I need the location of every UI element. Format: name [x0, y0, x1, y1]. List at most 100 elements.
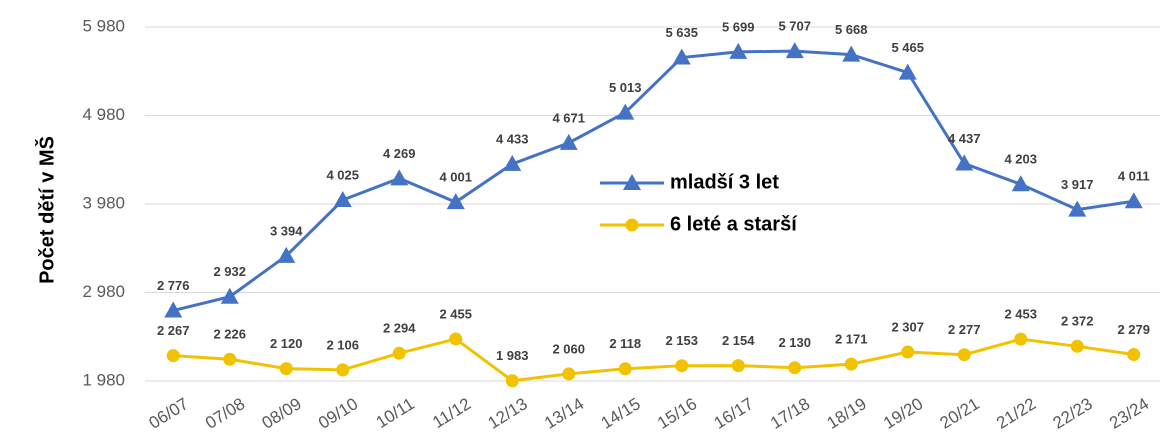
marker: [729, 42, 748, 59]
marker: [672, 48, 691, 65]
marker: [333, 191, 352, 208]
legend-marker: [623, 174, 641, 190]
legend-marker: [625, 218, 639, 232]
data-label: 4 671: [552, 110, 585, 125]
data-label: 2 294: [383, 321, 416, 336]
data-label: 2 106: [326, 337, 359, 352]
x-tick-label: 13/14: [541, 394, 587, 433]
data-label: 2 932: [213, 264, 246, 279]
data-label: 5 699: [722, 19, 755, 34]
data-label: 5 465: [891, 40, 924, 55]
marker: [562, 367, 576, 381]
x-tick-label: 16/17: [711, 394, 757, 433]
data-label: 4 203: [1004, 152, 1037, 167]
marker: [788, 361, 802, 375]
marker: [898, 63, 917, 80]
data-label: 2 267: [157, 323, 190, 338]
y-tick-label: 3 980: [82, 193, 125, 212]
data-label: 4 437: [948, 131, 981, 146]
x-tick-label: 11/12: [429, 394, 474, 432]
data-label: 5 013: [609, 80, 642, 95]
legend-label: mladší 3 let: [670, 171, 779, 193]
x-tick-label: 09/10: [315, 394, 361, 433]
marker: [842, 45, 861, 62]
marker: [279, 362, 293, 376]
y-tick-label: 1 980: [82, 370, 125, 389]
marker: [844, 357, 858, 371]
data-label: 3 394: [270, 223, 303, 238]
y-tick-label: 5 980: [82, 16, 125, 35]
data-label: 2 153: [665, 333, 698, 348]
data-label: 2 277: [948, 322, 981, 337]
data-label: 2 154: [722, 333, 755, 348]
marker: [223, 352, 237, 366]
x-tick-label: 17/18: [767, 394, 813, 433]
data-label: 2 118: [609, 336, 641, 351]
marker: [1070, 339, 1084, 353]
y-tick-label: 2 980: [82, 282, 125, 301]
marker: [446, 193, 465, 210]
x-tick-label: 06/07: [146, 394, 192, 433]
marker: [785, 42, 804, 59]
marker: [503, 154, 522, 171]
data-label: 2 060: [552, 341, 585, 356]
marker: [336, 363, 350, 377]
data-label: 2 279: [1117, 322, 1150, 337]
data-label: 4 011: [1118, 169, 1150, 184]
x-tick-label: 21/22: [993, 394, 1039, 433]
marker: [505, 374, 519, 388]
marker: [955, 154, 974, 171]
data-label: 4 025: [326, 167, 359, 182]
y-tick-label: 4 980: [82, 105, 125, 124]
data-label: 2 455: [439, 306, 472, 321]
x-tick-label: 07/08: [202, 394, 248, 433]
marker: [1127, 348, 1141, 362]
x-tick-label: 23/24: [1106, 394, 1152, 433]
data-label: 2 226: [213, 327, 246, 342]
data-label: 2 776: [157, 278, 190, 293]
marker: [1011, 175, 1030, 192]
marker: [220, 287, 239, 304]
data-label: 2 171: [835, 332, 868, 347]
marker: [392, 346, 406, 360]
data-label: 4 269: [383, 146, 416, 161]
data-label: 2 453: [1004, 307, 1037, 322]
marker: [166, 349, 180, 363]
marker: [1124, 192, 1143, 209]
x-tick-label: 19/20: [880, 394, 926, 433]
x-tick-label: 08/09: [259, 394, 305, 433]
series-line: [172, 49, 1134, 313]
data-label: 4 433: [496, 131, 529, 146]
x-tick-label: 15/16: [654, 394, 700, 433]
marker: [731, 359, 745, 373]
legend-label: 6 leté a starší: [670, 213, 798, 235]
marker: [618, 362, 632, 376]
data-label: 5 707: [778, 19, 811, 34]
marker: [901, 345, 915, 359]
marker: [957, 348, 971, 362]
x-tick-label: 20/21: [937, 394, 983, 433]
x-tick-label: 22/23: [1050, 394, 1096, 433]
y-axis-label: Počet dětí v MŠ: [34, 136, 58, 284]
marker: [616, 103, 635, 120]
marker: [1014, 332, 1028, 346]
data-label: 5 635: [665, 25, 698, 40]
x-tick-label: 18/19: [824, 394, 870, 433]
data-label: 4 001: [439, 170, 472, 185]
data-label: 3 917: [1061, 177, 1094, 192]
marker: [675, 359, 689, 373]
marker: [559, 133, 578, 150]
marker: [277, 246, 296, 263]
data-label: 2 120: [270, 336, 303, 351]
data-label: 5 668: [835, 22, 868, 37]
data-label: 2 307: [891, 319, 924, 334]
x-tick-label: 10/11: [373, 394, 418, 432]
marker: [164, 301, 183, 318]
x-tick-label: 14/15: [598, 394, 644, 433]
marker: [449, 332, 463, 346]
marker: [390, 169, 409, 186]
data-label: 2 372: [1061, 314, 1094, 329]
marker: [1068, 200, 1087, 217]
data-label: 2 130: [778, 335, 811, 350]
